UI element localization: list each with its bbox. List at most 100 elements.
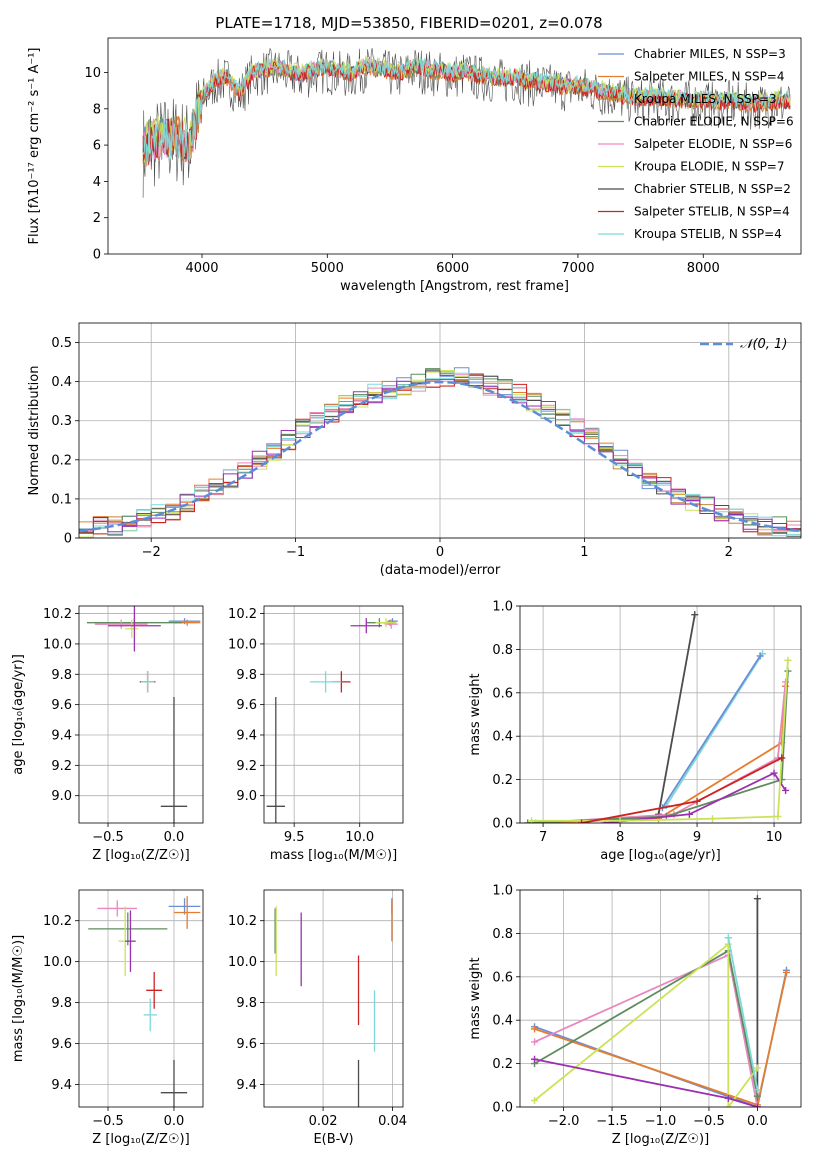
weight-marker [691, 611, 699, 619]
x-tick-label: 0.0 [164, 830, 185, 845]
legend-label: Salpeter ELODIE, N SSP=6 [634, 137, 792, 151]
x-axis-label: Z [log₁₀(Z/Z☉)] [612, 1132, 709, 1147]
y-tick-label: 9.6 [236, 1037, 257, 1052]
x-tick-label: 0.02 [309, 1114, 338, 1129]
x-tick-label: −0.5 [693, 1114, 725, 1129]
weight-marker [724, 1094, 732, 1102]
x-tick-label: −2 [142, 545, 161, 560]
y-tick-label: 9.6 [236, 698, 257, 713]
weight-marker [531, 1025, 539, 1033]
weight-marker [685, 810, 693, 818]
weight-marker [708, 815, 716, 823]
y-tick-label: 0 [93, 248, 101, 263]
y-tick-label: 0.2 [492, 773, 513, 788]
y-tick-label: 8 [93, 102, 101, 117]
x-tick-label: −1.0 [645, 1114, 677, 1129]
y-tick-label: 9.0 [51, 789, 72, 804]
y-tick-label: 0 [64, 532, 72, 547]
weight-marker [756, 652, 764, 660]
y-tick-label: 0.4 [492, 730, 513, 745]
x-tick-label: 8000 [687, 261, 720, 276]
plot-area [88, 896, 201, 1107]
x-axis-label: mass [log₁₀(M/M☉)] [270, 848, 397, 863]
y-axis-label: age [log₁₀(age/yr)] [11, 654, 26, 775]
weight-marker [774, 812, 782, 820]
y-tick-label: 0.8 [492, 643, 513, 658]
axes-frame [519, 605, 802, 824]
weight-marker [724, 1103, 732, 1107]
histogram-step [79, 373, 801, 535]
plot-area [266, 618, 398, 823]
x-tick-label: 7 [539, 830, 547, 845]
y-tick-label: 10.0 [228, 955, 257, 970]
y-tick-label: 9.6 [51, 698, 72, 713]
x-tick-label: 9.5 [284, 830, 305, 845]
x-axis-label: Z [log₁₀(Z/Z☉)] [92, 1132, 189, 1147]
axes-frame [519, 889, 802, 1108]
axes-frame [78, 322, 802, 539]
y-tick-label: 9.2 [236, 759, 257, 774]
y-tick-label: 10 [84, 66, 101, 81]
weight-marker [782, 968, 790, 976]
weight-marker [753, 1092, 761, 1100]
plot-area [142, 47, 791, 198]
weight-line [657, 614, 696, 815]
panel-mass-vs-EBV: 0.02 0.04 9.4 9.6 9.8 10.0 10.2 E(B-V) [228, 889, 407, 1147]
y-tick-label: 9.4 [236, 728, 257, 743]
panel-mass-weight-vs-Z: −2.0 −1.5 −1.0 −0.5 0.0 0.0 0.2 0.4 0.6 0.8 1.0 Z [… [468, 884, 802, 1147]
x-tick-label: −0.5 [92, 1114, 124, 1129]
y-tick-label: 0.0 [492, 1101, 513, 1116]
y-tick-label: 0.1 [51, 492, 72, 507]
weight-line [531, 686, 787, 823]
weight-line [661, 655, 761, 809]
weight-line [531, 660, 789, 822]
x-tick-label: 0.0 [164, 1114, 185, 1129]
x-tick-label: 9 [693, 830, 701, 845]
x-tick-label: 0.0 [747, 1114, 768, 1129]
y-tick-label: 0.2 [492, 1057, 513, 1072]
chart-title: PLATE=1718, MJD=53850, FIBERID=0201, z=0… [215, 14, 602, 32]
y-tick-label: 9.8 [51, 668, 72, 683]
legend-label: Kroupa STELIB, N SSP=4 [634, 227, 782, 241]
y-axis-label: mass weight [468, 673, 483, 755]
y-tick-label: 10.0 [43, 955, 72, 970]
weight-line [533, 942, 759, 1107]
weight-marker [770, 769, 778, 777]
weight-marker [784, 656, 792, 664]
weight-marker [531, 1096, 539, 1104]
x-tick-label: 1 [580, 545, 588, 560]
weight-marker [531, 1038, 539, 1046]
panel-residuals: −2 −1 0 1 2 0 0.1 0.2 0.3 0.4 0.5 (data-model)/erro… [27, 322, 802, 578]
y-tick-label: 0.4 [51, 375, 72, 390]
panel-age-vs-mass: 9.5 10.0 9.0 9.2 9.4 9.6 9.8 10.0 10.2 mass [log₁… [228, 605, 404, 863]
weight-marker [753, 1086, 761, 1094]
weight-marker [616, 817, 624, 823]
y-tick-label: 10.2 [228, 607, 257, 622]
y-axis-label: mass [log₁₀(M/M☉)] [11, 935, 26, 1062]
plot-area [524, 611, 792, 823]
panel-mass-vs-Z: −0.5 0.0 9.4 9.6 9.8 10.0 10.2 Z [log₁₀(Z/Z☉)] m… [11, 889, 204, 1147]
axes-frame [78, 605, 204, 824]
x-axis-label: Z [log₁₀(Z/Z☉)] [92, 848, 189, 863]
plot-area [274, 898, 393, 1107]
y-tick-label: 0.8 [492, 927, 513, 942]
x-tick-label: 2 [725, 545, 733, 560]
y-tick-label: 9.4 [236, 1078, 257, 1093]
x-axis-label: (data-model)/error [380, 563, 501, 578]
x-tick-label: 0 [436, 545, 444, 560]
panel-spectrum: 4000 5000 6000 7000 8000 0 2 4 6 8 10 wavelength [A… [27, 37, 802, 294]
plot-area [531, 895, 790, 1107]
y-tick-label: 1.0 [492, 884, 513, 899]
y-axis-label: Flux [fλ10⁻¹⁷ erg cm⁻² s⁻¹ A⁻¹] [27, 48, 42, 245]
y-tick-label: 2 [93, 211, 101, 226]
weight-line [527, 671, 789, 823]
y-tick-label: 9.4 [51, 1078, 72, 1093]
y-tick-label: 0.5 [51, 336, 72, 351]
x-tick-label: 8 [616, 830, 624, 845]
x-tick-label: −2.0 [548, 1114, 580, 1129]
weight-marker [693, 797, 701, 805]
axes-frame [107, 37, 802, 255]
y-tick-label: 0.6 [492, 686, 513, 701]
weight-marker [524, 819, 532, 823]
y-tick-label: 10.0 [228, 637, 257, 652]
